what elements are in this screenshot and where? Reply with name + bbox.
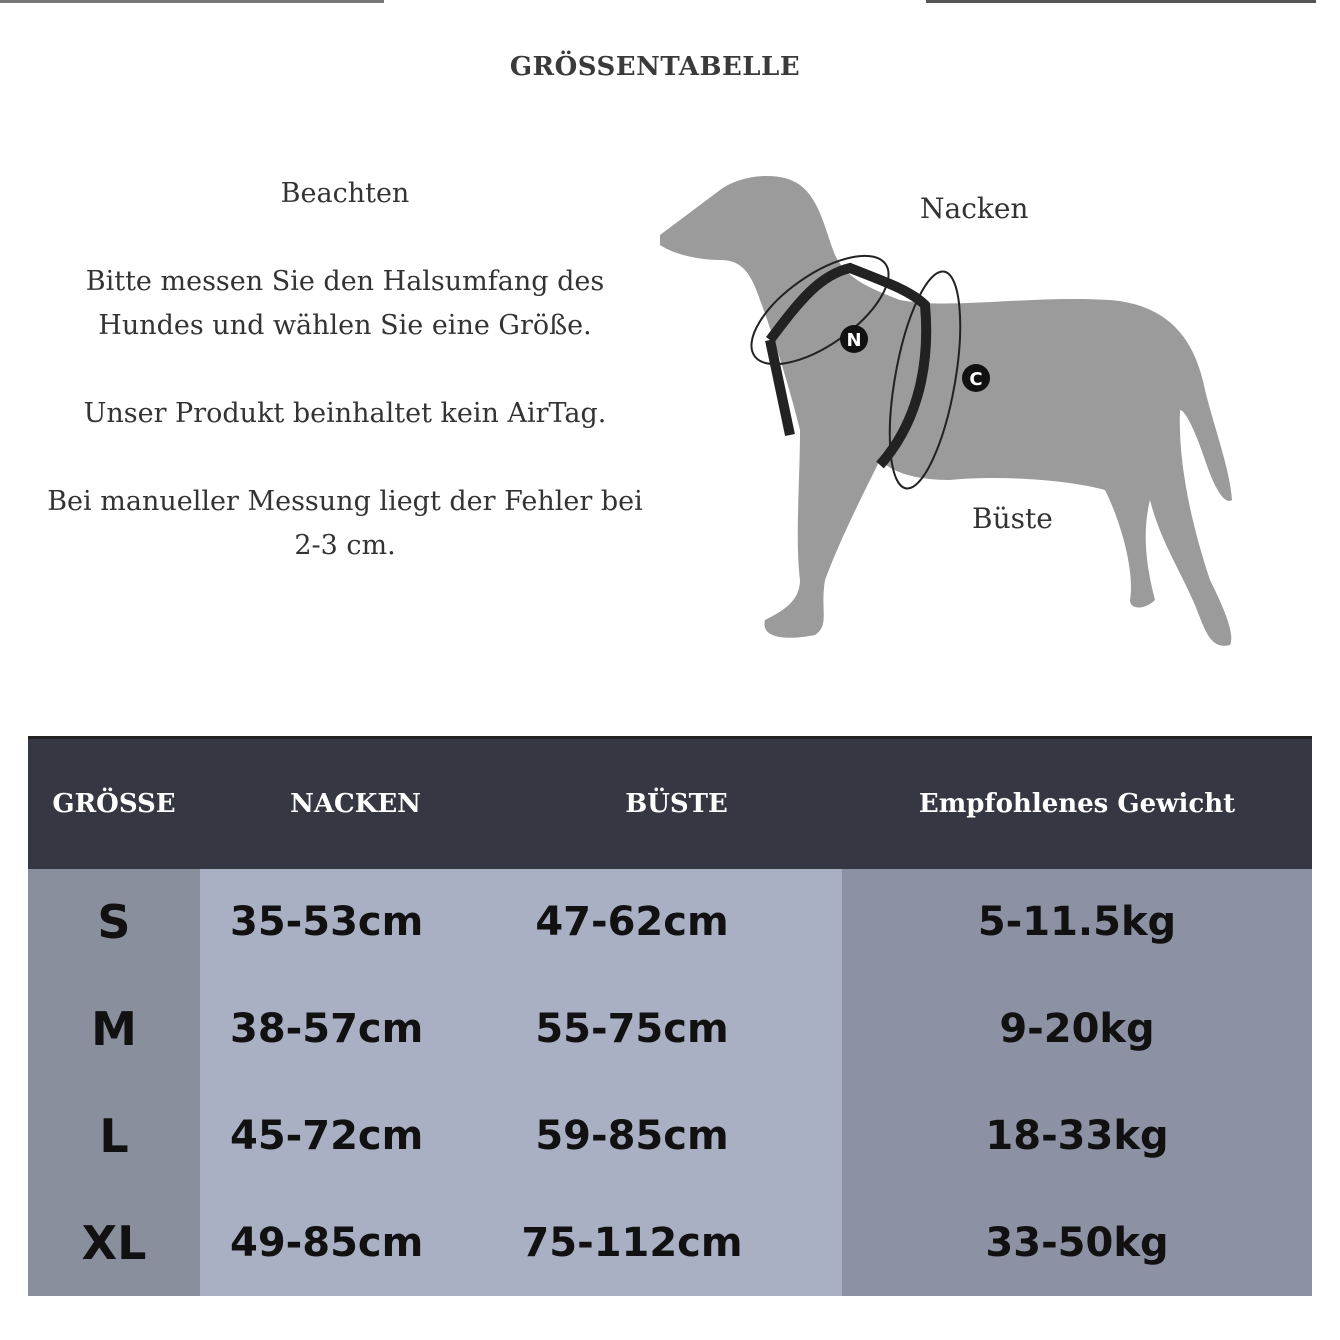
cell-bust: 59-85cm (511, 1082, 842, 1190)
table-row: XL 49-85cm 75-112cm 33-50kg (28, 1189, 1312, 1296)
notes: Beachten Bitte messen Sie den Halsumfang… (30, 172, 660, 612)
header-size: GRÖSSE (28, 736, 200, 869)
note-measure: Bitte messen Sie den Halsumfang des Hund… (85, 266, 605, 341)
note-airtag: Unser Produkt beinhaltet kein AirTag. (83, 398, 607, 429)
cell-neck: 49-85cm (200, 1189, 511, 1296)
neck-marker: N (846, 330, 861, 351)
cell-neck: 45-72cm (200, 1082, 511, 1190)
table-row: S 35-53cm 47-62cm 5-11.5kg (28, 869, 1312, 976)
cell-bust: 55-75cm (511, 975, 842, 1083)
cell-weight: 9-20kg (842, 975, 1312, 1083)
cell-neck: 35-53cm (200, 869, 511, 976)
table-row: M 38-57cm 55-75cm 9-20kg (28, 975, 1312, 1083)
header-weight: Empfohlenes Gewicht (842, 736, 1312, 869)
header-neck: NACKEN (200, 736, 511, 869)
cell-bust: 75-112cm (511, 1189, 842, 1296)
top-border-left (0, 0, 384, 3)
cell-size: S (28, 869, 200, 976)
cell-weight: 5-11.5kg (842, 869, 1312, 976)
cell-size: XL (28, 1189, 200, 1296)
table-row: L 45-72cm 59-85cm 18-33kg (28, 1082, 1312, 1190)
size-table: GRÖSSE NACKEN BÜSTE Empfohlenes Gewicht … (28, 736, 1312, 1296)
dog-silhouette (660, 175, 1232, 646)
neck-label: Nacken (920, 192, 1029, 225)
cell-size: M (28, 975, 200, 1083)
dog-harness-diagram: N C (660, 175, 1232, 646)
cell-weight: 33-50kg (842, 1189, 1312, 1296)
cell-neck: 38-57cm (200, 975, 511, 1083)
chest-marker: C (969, 369, 982, 390)
cell-weight: 18-33kg (842, 1082, 1312, 1190)
cell-size: L (28, 1082, 200, 1190)
cell-bust: 47-62cm (511, 869, 842, 976)
note-error: Bei manueller Messung liegt der Fehler b… (47, 486, 643, 561)
table-header-row: GRÖSSE NACKEN BÜSTE Empfohlenes Gewicht (28, 736, 1312, 869)
page-title: GRÖSSENTABELLE (509, 52, 801, 82)
top-border-right (926, 0, 1316, 3)
header-bust: BÜSTE (511, 736, 842, 869)
notes-heading: Beachten (280, 178, 410, 209)
bust-label: Büste (972, 502, 1053, 535)
